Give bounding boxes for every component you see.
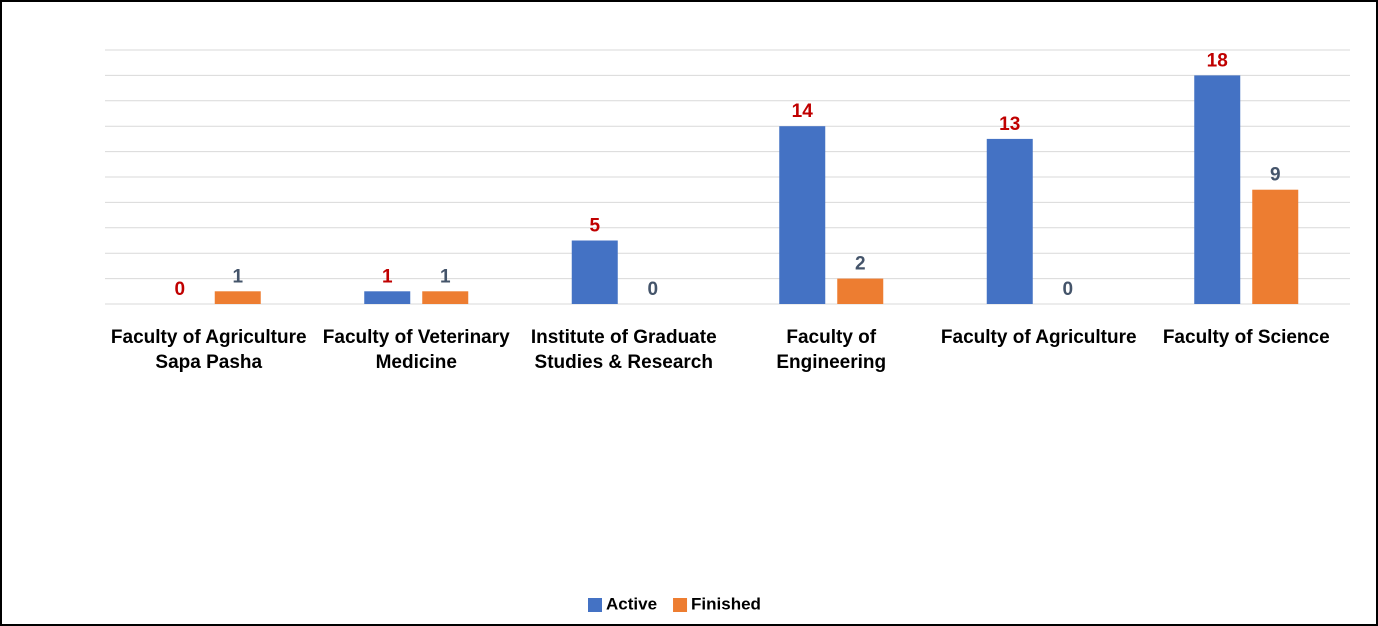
data-label: 2 [855,254,866,275]
legend-label: Active [606,594,657,613]
x-tick-label: Faculty of Agriculture [940,327,1137,348]
x-tick-label: Faculty of Agriculture Sapa Pasha [110,327,307,373]
bar [214,291,261,304]
x-tick-label: Faculty of Veterinary Medicine [322,327,510,373]
data-label: 9 [1270,165,1281,186]
x-tick-label: Faculty of Engineering [776,327,887,373]
data-label: 5 [589,216,600,237]
data-label: 0 [647,279,658,300]
data-label: 14 [792,101,814,122]
data-label: 1 [382,266,393,287]
bar [986,138,1033,304]
bar [1194,75,1241,305]
legend-swatch [588,598,602,612]
bar [779,126,826,304]
bar [1252,189,1299,304]
legend-swatch [673,598,688,612]
x-tick-label: Faculty of Science [1162,327,1330,348]
bar [837,278,884,304]
bar [571,240,618,304]
legend-label: Finished [691,594,761,613]
x-tick-label: Institute of Graduate Studies & Research [530,327,717,373]
data-label: 18 [1207,50,1228,71]
bar [364,291,411,304]
data-label: 1 [440,266,451,287]
data-label: 0 [1062,279,1073,300]
data-label: 13 [999,114,1020,135]
bar [422,291,469,304]
data-label: 0 [174,279,185,300]
data-label: 1 [232,266,243,287]
